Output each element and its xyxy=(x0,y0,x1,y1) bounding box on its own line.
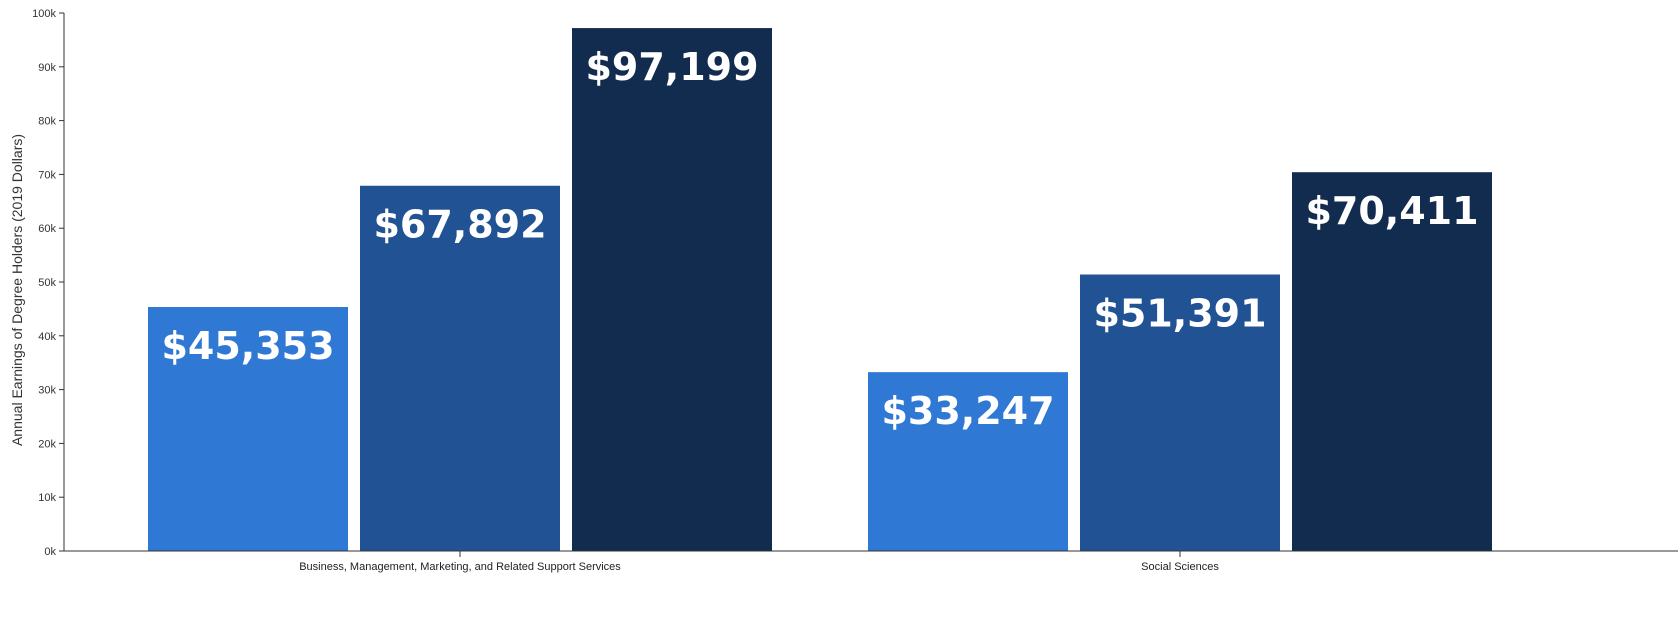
y-tick-label: 40k xyxy=(38,331,56,343)
bar xyxy=(868,372,1068,551)
y-tick-label: 90k xyxy=(38,62,56,74)
y-tick-label: 0k xyxy=(44,546,56,558)
bar-value-label: $67,892 xyxy=(373,203,546,247)
y-tick-label: 20k xyxy=(38,438,56,450)
bars-group: $45,353 $67,892 $97,199 $33,247 $51,391 $70,4… xyxy=(148,28,1492,552)
x-axis: Business, Management, Marketing, and Rel… xyxy=(64,550,1678,573)
bar-value-label: $45,353 xyxy=(161,324,334,368)
bar-value-label: $33,247 xyxy=(881,389,1054,433)
y-tick-label: 10k xyxy=(38,492,56,504)
y-tick-label: 30k xyxy=(38,385,56,397)
bar xyxy=(572,28,772,551)
y-tick-label: 60k xyxy=(38,223,56,235)
x-category-label: Social Sciences xyxy=(1141,561,1219,573)
bar-value-label: $97,199 xyxy=(585,45,758,89)
bar xyxy=(360,185,560,552)
y-axis: 0k 10k 20k 30k 40k 50k 60k 70k 80k 90k 100k xyxy=(32,8,65,558)
bar xyxy=(148,307,348,551)
y-axis-title: Annual Earnings of Degree Holders (2019 … xyxy=(9,134,25,446)
y-tick-label: 50k xyxy=(38,277,56,289)
bar-value-label: $51,391 xyxy=(1093,292,1266,336)
bar xyxy=(1292,172,1492,551)
x-category-label: Business, Management, Marketing, and Rel… xyxy=(299,561,621,573)
y-tick-label: 100k xyxy=(32,8,56,20)
bar-value-label: $70,411 xyxy=(1305,189,1478,233)
y-tick-label: 80k xyxy=(38,116,56,128)
y-tick-label: 70k xyxy=(38,169,56,181)
bar xyxy=(1080,274,1280,551)
